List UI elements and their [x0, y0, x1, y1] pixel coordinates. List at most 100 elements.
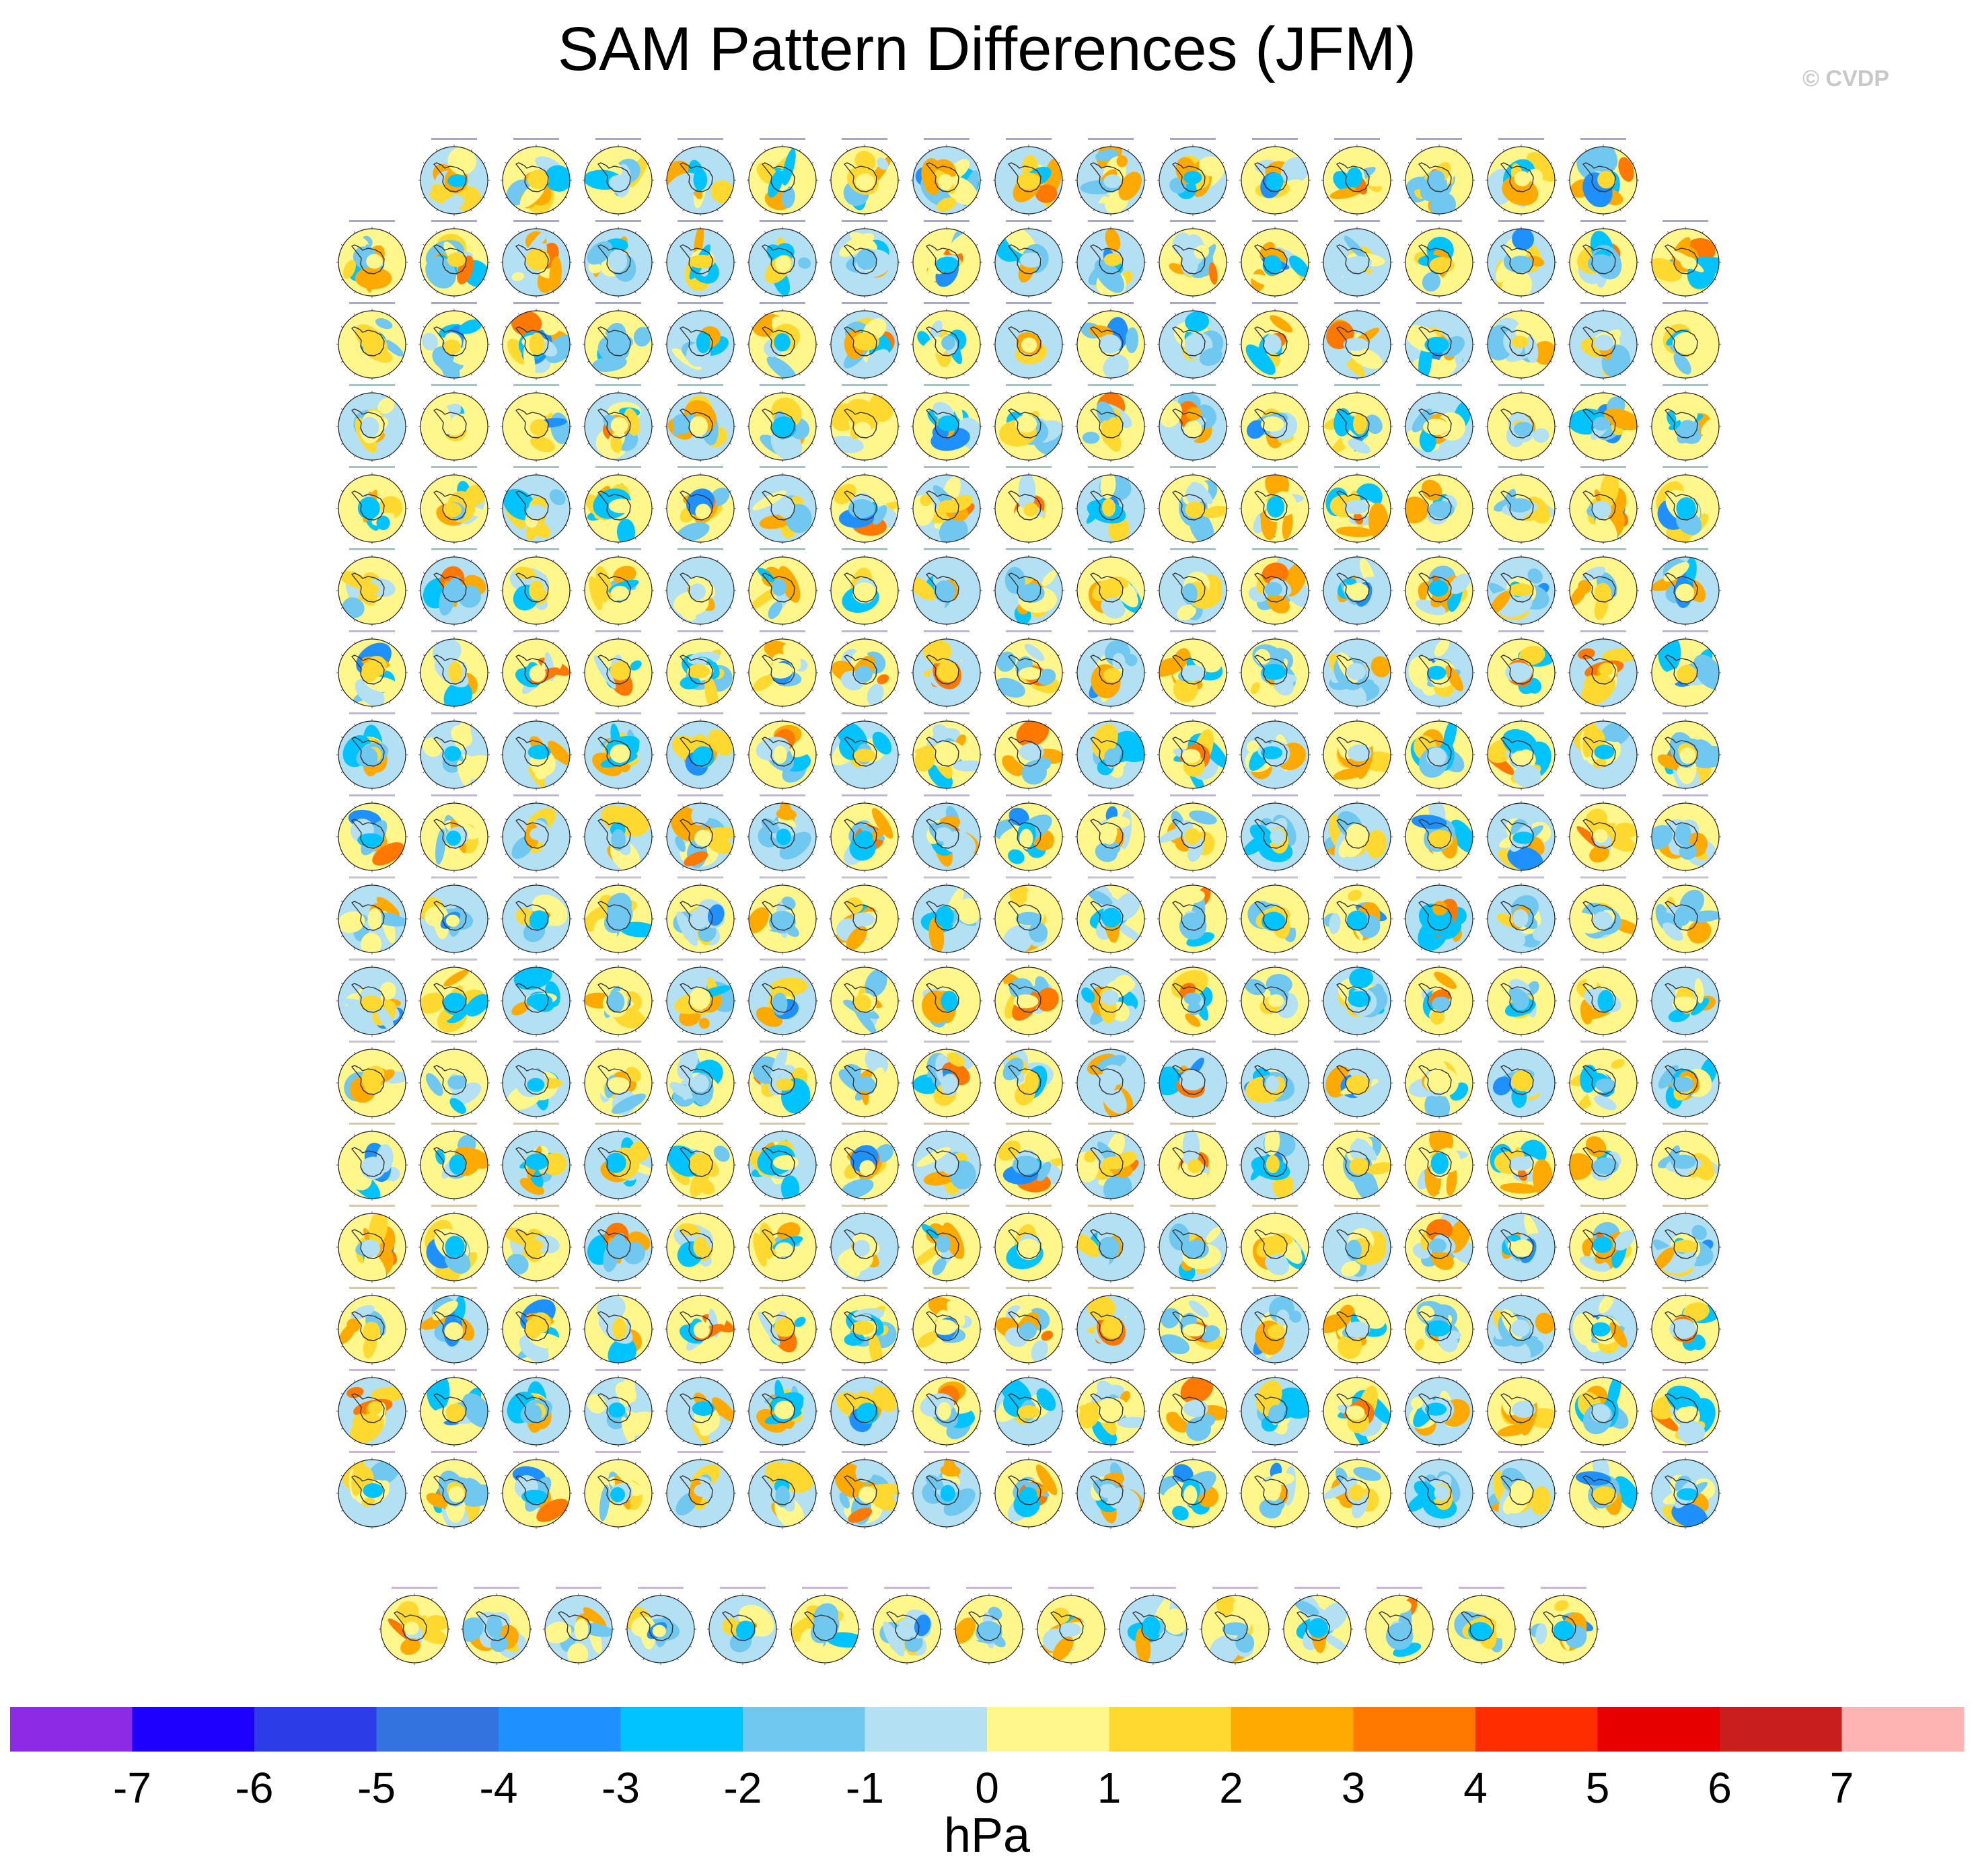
panel-title-bar [1662, 302, 1708, 304]
antarctica-outline [1418, 326, 1452, 357]
map-panel [1239, 1369, 1311, 1447]
antarctica-outline [1582, 1393, 1616, 1423]
map-panel [543, 1587, 614, 1665]
map-panel [336, 1287, 408, 1365]
panel-title-bar [595, 1451, 641, 1453]
panel-field [913, 803, 980, 870]
panel-field [1159, 1378, 1227, 1445]
map-panel [1486, 959, 1557, 1037]
panel-field [585, 803, 652, 870]
antarctica-outline [886, 1611, 920, 1641]
map-panel [829, 1451, 900, 1529]
panel-title-bar [1170, 1451, 1216, 1453]
map-panel [1075, 1287, 1146, 1365]
panel-field [831, 803, 898, 870]
map-panel [336, 1041, 408, 1119]
panel-field [421, 967, 488, 1035]
map-panel [911, 302, 982, 380]
map-panel [501, 630, 572, 708]
panel-title-bar [513, 466, 559, 468]
panel-title-bar [1334, 630, 1380, 632]
panel-field [1241, 1213, 1309, 1281]
panel-title-bar [1252, 1369, 1298, 1371]
map-panel [1157, 1451, 1229, 1529]
map-panel [747, 959, 818, 1037]
panel-title-bar [1498, 1041, 1544, 1043]
antarctica-outline [1500, 819, 1534, 849]
panel-field [1323, 475, 1391, 542]
panel-title-bar [966, 1587, 1012, 1589]
panel-title-bar [1006, 1451, 1052, 1453]
map-panel [1364, 1587, 1435, 1665]
panel-title-bar [678, 220, 723, 222]
map-panel [501, 220, 572, 298]
panel-field [667, 803, 734, 870]
panel-field [995, 393, 1062, 460]
antarctica-outline [351, 244, 385, 274]
antarctica-outline [844, 1229, 877, 1259]
antarctica-outline [1665, 490, 1698, 521]
panel-field [1405, 1131, 1473, 1199]
panel-title-bar [1006, 959, 1052, 961]
panel-field [913, 311, 980, 378]
panel-field [585, 1131, 652, 1199]
map-panel [993, 1451, 1064, 1529]
panel-title-bar [1294, 1587, 1340, 1589]
map-panel [829, 1205, 900, 1283]
panel-title-bar [1498, 466, 1544, 468]
panel-field [1323, 1049, 1391, 1117]
panel-field [913, 885, 980, 952]
panel-field [667, 639, 734, 706]
panel-title-bar [1662, 959, 1708, 961]
antarctica-outline [1379, 1611, 1412, 1641]
panel-field [1570, 1131, 1637, 1199]
panel-field [1241, 229, 1309, 296]
panel-field [503, 967, 570, 1035]
panel-field [1405, 393, 1473, 460]
panel-title-bar [1170, 712, 1216, 714]
panel-title-bar [1498, 548, 1544, 550]
antarctica-outline [1254, 654, 1288, 685]
antarctica-outline [1090, 1065, 1124, 1095]
antarctica-outline [1132, 1611, 1166, 1641]
antarctica-outline [762, 1393, 795, 1423]
antarctica-outline [1336, 1311, 1370, 1341]
panel-field [585, 475, 652, 542]
panel-title-bar [760, 220, 805, 222]
antarctica-outline [926, 572, 959, 603]
panel-title-bar [595, 466, 641, 468]
panel-title-bar [760, 1041, 805, 1043]
antarctica-outline [1418, 1311, 1452, 1341]
panel-title-bar [760, 384, 805, 386]
antarctica-outline [1500, 901, 1534, 931]
colorbar-tick-label: -4 [480, 1764, 518, 1812]
antarctica-outline [351, 983, 385, 1013]
panel-title-bar [431, 1123, 477, 1125]
panel-title-bar [924, 1369, 970, 1371]
antarctica-outline [433, 1393, 467, 1423]
map-panel [829, 876, 900, 954]
antarctica-outline [1418, 654, 1452, 685]
map-panel [911, 630, 982, 708]
panel-title-bar [431, 302, 477, 304]
panel-field [749, 557, 816, 624]
antarctica-outline [1500, 326, 1534, 357]
panel-field [421, 229, 488, 296]
map-panel [1157, 794, 1229, 872]
panel-field [1323, 557, 1391, 624]
antarctica-outline [1172, 1311, 1206, 1341]
panel-field [585, 311, 652, 378]
antarctica-outline [1665, 1311, 1698, 1341]
map-panel [1075, 1123, 1146, 1201]
panel-title-bar [1006, 548, 1052, 550]
antarctica-outline [1172, 408, 1206, 439]
antarctica-outline [1172, 572, 1206, 603]
antarctica-outline [926, 983, 959, 1013]
panel-field [667, 1378, 734, 1445]
panel-field [1652, 1049, 1719, 1117]
panel-field [1202, 1596, 1269, 1663]
panel-field [913, 1460, 980, 1527]
panel-field [421, 1213, 488, 1281]
panel-title-bar [924, 794, 970, 796]
panel-field [1323, 1131, 1391, 1199]
